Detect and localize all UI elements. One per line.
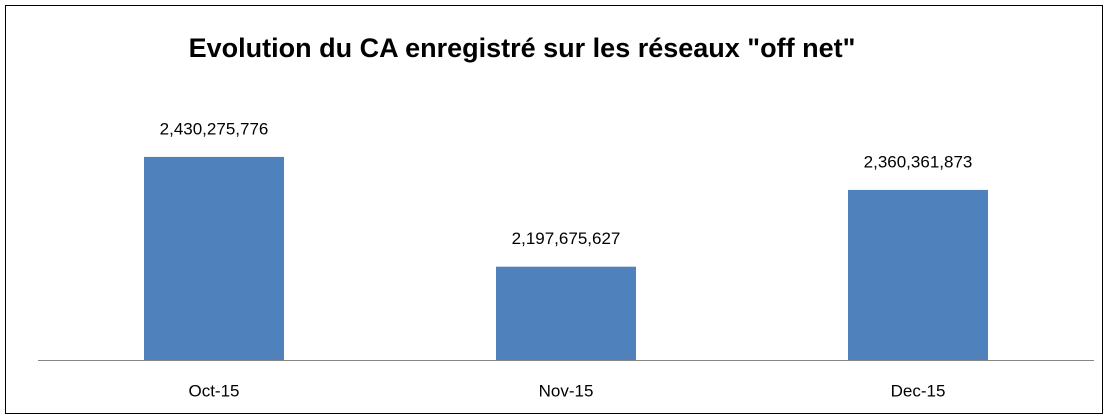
x-tick-label: Dec-15 <box>891 381 946 400</box>
data-label: 2,360,361,873 <box>864 152 973 171</box>
chart-title: Evolution du CA enregistré sur les résea… <box>189 33 856 63</box>
x-tick-label: Oct-15 <box>188 381 239 400</box>
x-tick-label: Nov-15 <box>539 381 594 400</box>
bar <box>496 266 636 360</box>
bar <box>848 189 988 360</box>
data-label: 2,197,675,627 <box>512 229 621 248</box>
data-label: 2,430,275,776 <box>160 119 269 138</box>
bar <box>144 156 284 360</box>
